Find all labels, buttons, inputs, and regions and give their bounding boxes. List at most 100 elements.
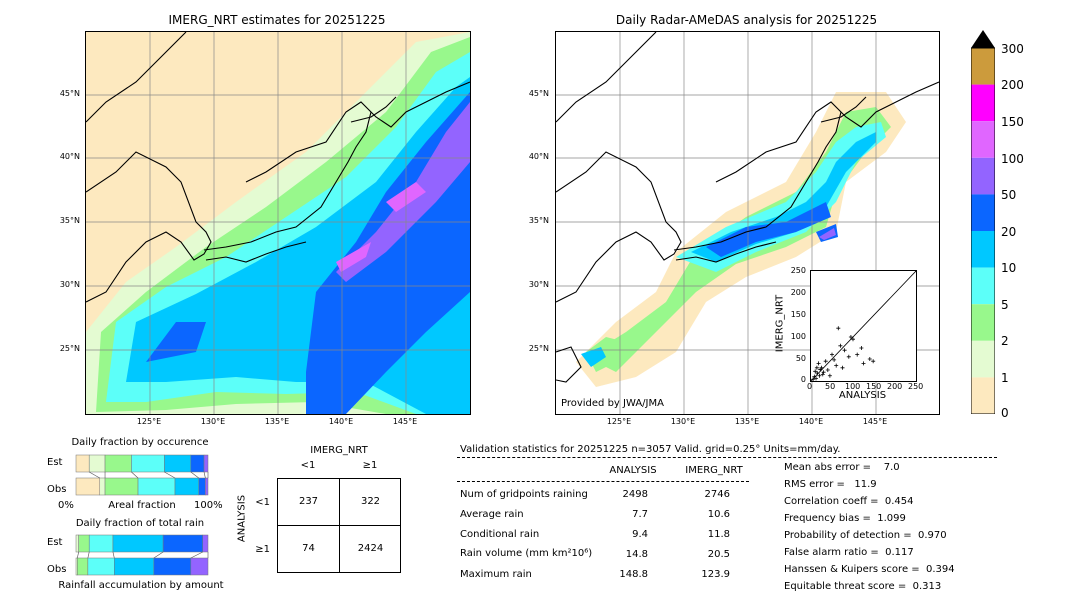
right-lon-135: 135°E (734, 417, 760, 426)
scatter-point (840, 365, 845, 370)
right-lon-140: 140°E (798, 417, 824, 426)
left-map-grid (86, 32, 470, 414)
left-rain-c6b (146, 322, 206, 362)
scatter-point (813, 369, 818, 374)
colorbar-seg-20-50 (971, 194, 995, 231)
occurrence-obs-segment (198, 477, 206, 496)
right-lat-25: 25°N (528, 344, 549, 353)
colorbar-label-5: 5 (1001, 298, 1009, 312)
left-lon-140: 140°E (328, 417, 354, 426)
total-rain-connector (87, 551, 90, 559)
right-rain-c7 (819, 228, 836, 240)
scatter-point (867, 357, 872, 361)
scatter-point (851, 337, 855, 342)
scatter-point (823, 359, 828, 364)
total-rain-obs-segment (190, 557, 209, 576)
scatter-xlabel: ANALYSIS (838, 390, 887, 401)
left-lon-145: 145°E (392, 417, 418, 426)
contingency-row-lt: <1 (255, 497, 270, 508)
scatter-point (814, 376, 819, 381)
occurrence-obs-segment (99, 477, 106, 496)
validation-col-analysis: ANALYSIS (609, 465, 657, 476)
colorbar (970, 30, 996, 415)
validation-row-analysis: 9.4 (632, 529, 648, 540)
total-rain-obs-label: Obs (47, 564, 67, 575)
scatter-ytick-100: 100 (790, 332, 806, 341)
scatter-point (815, 371, 820, 376)
validation-row-label: Rain volume (mm km²10⁶) (460, 548, 593, 559)
colorbar-label-2: 2 (1001, 334, 1009, 348)
colorbar-label-20: 20 (1001, 225, 1017, 239)
total-rain-est-segment (78, 534, 90, 553)
occurrence-obs-segment (75, 477, 101, 496)
validation-score: RMS error = 11.9 (784, 479, 877, 490)
contingency-cell-11: 237 (298, 496, 319, 507)
right-lat-35: 35°N (528, 216, 549, 225)
scatter-point (821, 370, 826, 375)
scatter-ytick-50: 50 (795, 354, 806, 363)
scatter-point (846, 354, 851, 359)
occurrence-connector (131, 471, 139, 479)
left-lon-130: 130°E (200, 417, 226, 426)
colorbar-label-200: 200 (1001, 78, 1024, 92)
total-rain-axis-mid: Rainfall accumulation by amount (58, 580, 224, 591)
right-lon-130: 130°E (670, 417, 696, 426)
scatter-xtick-150: 150 (866, 382, 882, 391)
right-lon-145: 145°E (862, 417, 888, 426)
left-lat-35: 35°N (59, 216, 80, 225)
scatter-point (816, 361, 821, 366)
scatter-point (811, 377, 816, 382)
validation-row-imerg: 20.5 (707, 549, 730, 560)
total-rain-est-label: Est (47, 537, 63, 548)
total-rain-connector (190, 551, 203, 559)
occurrence-est-segment (190, 454, 205, 473)
right-map-svg (556, 32, 939, 414)
colorbar-seg-0-1 (971, 377, 995, 414)
validation-row-label: Conditional rain (460, 529, 540, 540)
scatter-point (825, 368, 830, 372)
validation-col-imerg: IMERG_NRT (685, 465, 743, 476)
colorbar-label-100: 100 (1001, 152, 1024, 166)
contingency-cell-21: 74 (302, 543, 315, 554)
total-rain-est-segment (202, 534, 209, 553)
left-lat-30: 30°N (59, 280, 80, 289)
scatter-point (848, 335, 853, 339)
colorbar-seg-10-20 (971, 231, 995, 268)
scatter-xtick-200: 200 (887, 382, 903, 391)
scatter-point (814, 365, 819, 370)
occurrence-chart (75, 454, 209, 496)
occurrence-axis-left: 0% (58, 500, 74, 511)
occurrence-est-segment (164, 454, 192, 473)
total-rain-est-segment (88, 534, 114, 553)
colorbar-label-0: 0 (1001, 406, 1009, 420)
contingency-table: 237 322 74 2424 (277, 478, 401, 573)
colorbar-label-300: 300 (1001, 42, 1024, 56)
validation-row-imerg: 2746 (704, 489, 730, 500)
colorbar-label-10: 10 (1001, 261, 1017, 275)
left-lat-45: 45°N (59, 89, 80, 98)
validation-score: False alarm ratio = 0.117 (784, 547, 914, 558)
scatter-diagonal (810, 270, 917, 382)
occurrence-est-segment (75, 454, 90, 473)
validation-header-rule (457, 457, 997, 458)
total-rain-est-segment (75, 534, 79, 553)
scatter-point (834, 363, 839, 368)
occurrence-connector (203, 471, 206, 479)
occurrence-est-label: Est (47, 457, 63, 468)
scatter-ylabel: IMERG_NRT (774, 294, 786, 353)
total-rain-obs-segment (153, 557, 192, 576)
occurrence-obs-segment (137, 477, 176, 496)
validation-row-imerg: 10.6 (707, 509, 730, 520)
validation-header: Validation statistics for 20251225 n=305… (460, 444, 841, 455)
right-map-coastline (556, 32, 939, 383)
colorbar-seg-50-100 (971, 157, 995, 195)
scatter-point (838, 343, 843, 348)
left-rain-c8b (336, 242, 371, 272)
occurrence-obs-segment (205, 477, 209, 496)
colorbar-seg-200-300 (971, 48, 995, 85)
validation-row-analysis: 148.8 (619, 569, 648, 580)
colorbar-seg-150-200 (971, 84, 995, 122)
total-rain-title: Daily fraction of total rain (75, 518, 205, 529)
occurrence-obs-label: Obs (47, 484, 67, 495)
colorbar-label-150: 150 (1001, 115, 1024, 129)
